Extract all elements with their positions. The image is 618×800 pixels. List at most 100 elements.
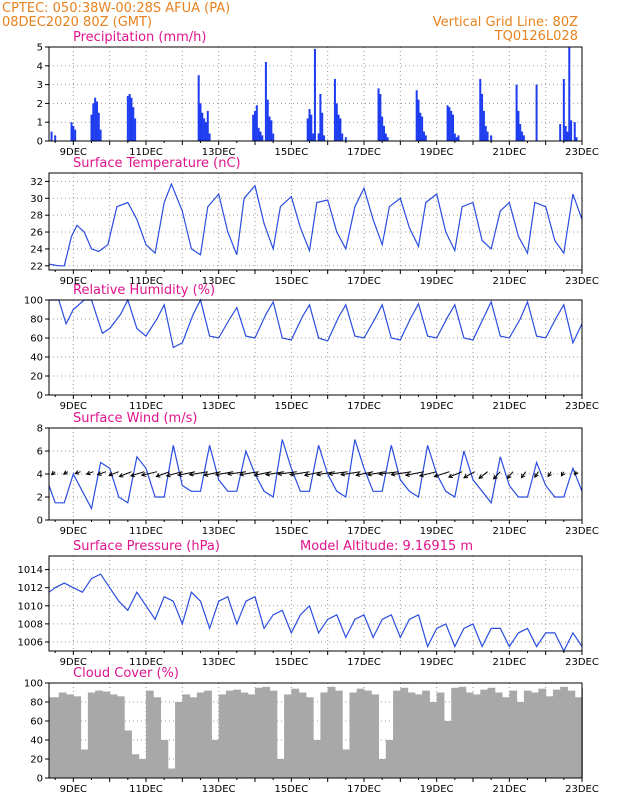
wind-vector	[278, 471, 297, 475]
y-tick-label: 80	[30, 698, 43, 709]
precip-bar	[126, 95, 129, 141]
y-tick-label: 2	[37, 99, 43, 110]
wind-vector	[341, 471, 361, 476]
wind-vector	[108, 471, 119, 476]
y-tick-label: 2	[37, 493, 43, 504]
x-tick-label: 23DEC	[565, 276, 599, 287]
precip-bar	[201, 112, 204, 141]
cloud-bar	[225, 690, 234, 778]
cloud-bar	[327, 686, 336, 778]
cloud-bar	[552, 689, 561, 778]
precip-bar	[339, 118, 342, 141]
panels: Precipitation (mm/h) 0 1 2 3 4 5 9DEC 11DEC 13DEC…	[18, 30, 599, 795]
precip-bar	[266, 99, 269, 141]
wind-vector	[166, 471, 183, 477]
pres-line	[48, 573, 583, 653]
wind-arrowhead	[129, 472, 136, 478]
cloud-bar	[451, 687, 459, 778]
wind-arrowhead	[62, 470, 68, 475]
x-tick-label: 9DEC	[60, 657, 87, 668]
precip-bar	[257, 127, 260, 141]
precip-bar	[261, 135, 264, 141]
cloud-bar	[371, 694, 380, 778]
precip-bar	[272, 133, 275, 141]
model-altitude: Model Altitude: 9.16915 m	[300, 539, 473, 554]
precip-bar	[337, 114, 340, 141]
x-tick-label: 19DEC	[420, 784, 454, 795]
cloud-bar	[574, 697, 583, 778]
y-tick-label: 1010	[18, 601, 43, 612]
wind-arrowhead	[214, 471, 220, 477]
precip-bar	[573, 122, 576, 141]
x-tick-label: 17DEC	[347, 401, 381, 412]
x-tick-label: 11DEC	[129, 276, 163, 287]
panel-title: Surface Pressure (hPa)	[73, 539, 220, 554]
wind-vector	[534, 471, 539, 478]
cloud-bar	[269, 690, 278, 778]
y-tick-label: 4	[37, 61, 43, 72]
y-tick-label: 24	[30, 244, 43, 255]
precip-bar	[486, 131, 489, 141]
precip-bar	[308, 109, 311, 141]
x-tick-label: 19DEC	[420, 401, 454, 412]
plot-frame	[48, 172, 583, 271]
cloud-bar	[211, 740, 220, 778]
wind-arrowhead	[506, 474, 512, 480]
cloud-bar	[218, 694, 227, 778]
panel-precip: Precipitation (mm/h) 0 1 2 3 4 5 9DEC 11DEC 13DEC…	[37, 30, 599, 158]
cloud-bar	[167, 768, 176, 778]
panel-title: Relative Humidity (%)	[73, 283, 215, 298]
cloud-bar	[320, 692, 329, 778]
precip-bar	[424, 135, 427, 141]
cloud-bar	[480, 689, 489, 778]
cloud-bar	[502, 697, 510, 778]
cloud-bar	[349, 692, 358, 778]
y-tick-label: 0	[37, 391, 43, 402]
cloud-bar	[385, 740, 394, 778]
y-tick-label: 100	[24, 679, 43, 690]
wind-arrowhead	[574, 470, 579, 476]
x-tick-label: 9DEC	[60, 784, 87, 795]
precip-bar	[452, 114, 455, 141]
y-tick-label: 32	[30, 177, 43, 188]
precip-bar	[92, 103, 95, 141]
y-tick-label: 1012	[18, 583, 43, 594]
cloud-bar	[458, 686, 467, 778]
wind-vector	[204, 471, 221, 476]
panel-wind: Surface Wind (m/s) 0 2 4 6 8 9DEC 11DEC 13DEC 15D…	[37, 411, 599, 537]
wind-arrowhead	[340, 471, 346, 477]
x-tick-label: 13DEC	[202, 784, 236, 795]
cloud-bar	[443, 721, 452, 778]
y-tick-label: 1	[37, 118, 43, 129]
panel-cloud: Cloud Cover (%) 0 20 40 60 80 100 9DEC 11DEC 13DE…	[24, 666, 599, 795]
wind-arrowhead	[390, 471, 396, 477]
panel-title: Surface Wind (m/s)	[73, 411, 197, 426]
wind-arrowhead	[547, 472, 552, 478]
cloud-bar	[538, 688, 547, 778]
y-tick-label: 100	[24, 296, 43, 307]
x-tick-label: 21DEC	[492, 784, 526, 795]
wind-vector	[391, 471, 412, 476]
precip-bar	[562, 78, 565, 141]
cloud-bar	[146, 690, 154, 778]
wind-vector	[478, 471, 488, 479]
x-tick-label: 23DEC	[565, 526, 599, 537]
x-tick-label: 15DEC	[274, 147, 308, 158]
wind-arrowhead	[85, 470, 91, 476]
header-station: CPTEC: 050:38W-00:28S AFUA (PA)	[2, 1, 230, 16]
precip-bar	[70, 122, 73, 141]
precip-bar	[568, 47, 571, 141]
wind-vector	[119, 471, 132, 477]
wind-arrowhead	[108, 471, 114, 477]
precip-bar	[74, 129, 77, 141]
y-tick-label: 1008	[18, 619, 43, 630]
precip-bar	[197, 75, 200, 141]
precip-bar	[312, 133, 315, 141]
precip-bar	[570, 120, 573, 141]
cloud-bar	[138, 759, 147, 778]
cloud-bar	[531, 692, 539, 778]
precip-bar	[415, 90, 418, 141]
wind-arrowhead	[277, 471, 283, 477]
wind-arrowhead	[534, 473, 539, 478]
